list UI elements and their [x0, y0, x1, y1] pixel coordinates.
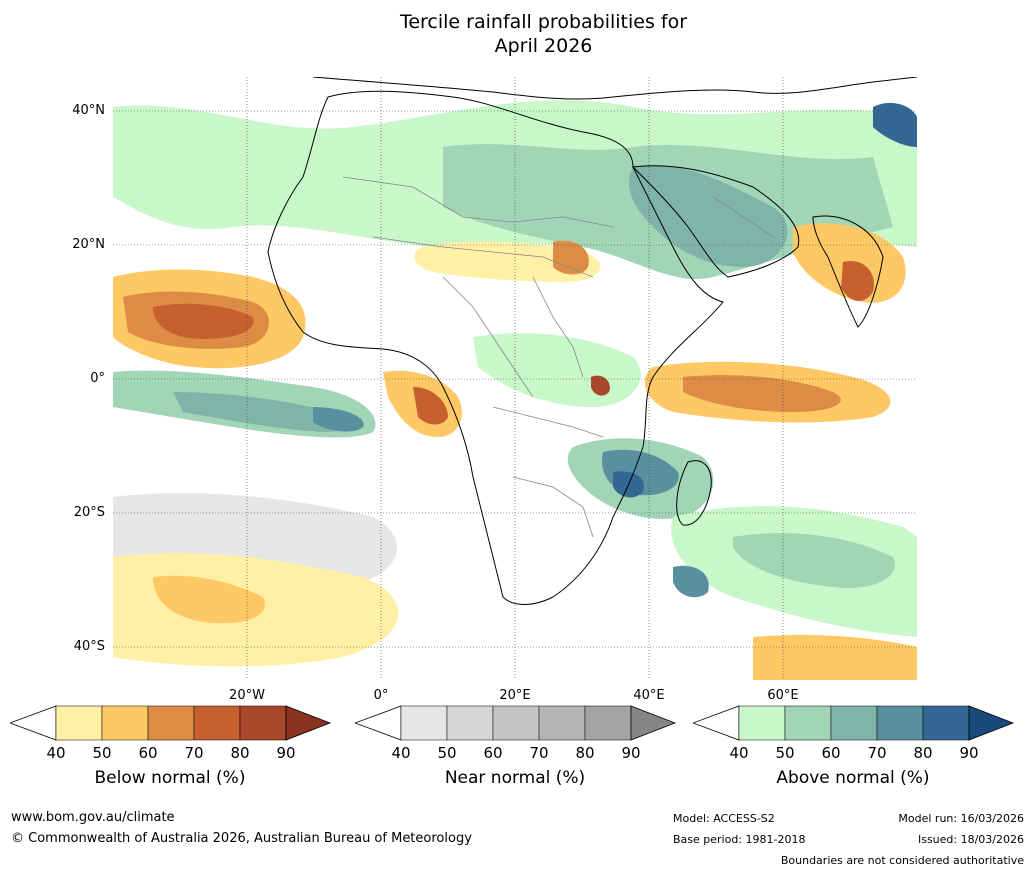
lon-label-60e: 60°E	[767, 688, 799, 703]
swatch-near-40	[400, 705, 448, 741]
lat-label-20s: 20°S	[73, 505, 105, 520]
tick-above-70: 70	[867, 744, 887, 762]
lon-label-0: 0°	[373, 688, 389, 703]
footer-model: Model: ACCESS-S2	[673, 812, 775, 825]
footer-issued: Issued: 18/03/2026	[917, 833, 1024, 846]
tick-above-50: 50	[775, 744, 795, 762]
coastlines	[267, 77, 917, 605]
africa-coastline	[267, 90, 724, 605]
swatch-above-60	[830, 705, 878, 741]
swatch-near-90	[630, 705, 677, 741]
footer-copyright: © Commonwealth of Australia 2026, Austra…	[11, 831, 472, 846]
tick-near-70: 70	[529, 744, 549, 762]
madagascar-coastline	[676, 460, 712, 526]
swatch-above-50	[784, 705, 832, 741]
tick-below-90: 90	[276, 744, 296, 762]
swatch-above-90	[968, 705, 1015, 741]
tick-above-80: 80	[913, 744, 933, 762]
title-line-2: April 2026	[494, 35, 593, 57]
colorbar-below-title: Below normal (%)	[94, 768, 246, 788]
swatch-below-80	[239, 705, 287, 741]
swatch-near-70	[538, 705, 586, 741]
colorbar-near-title: Near normal (%)	[444, 768, 586, 788]
tick-below-80: 80	[230, 744, 250, 762]
colorbar-below-normal	[10, 705, 332, 741]
probability-shading	[113, 100, 917, 680]
swatch-below-60	[147, 705, 195, 741]
swatch-below-50	[101, 705, 149, 741]
colorbar-below-normal-graphic	[10, 705, 332, 741]
map-canvas	[113, 77, 917, 680]
swatch-below-40	[55, 705, 103, 741]
lon-label-40e: 40°E	[633, 688, 665, 703]
india-coastline	[812, 215, 884, 328]
colorbar-near-normal-graphic	[355, 705, 677, 741]
swatch-below-70	[193, 705, 241, 741]
lat-label-40n: 40°N	[72, 103, 105, 118]
footer-model-run: Model run: 16/03/2026	[898, 812, 1024, 825]
lon-label-20w: 20°W	[229, 688, 265, 703]
tick-below-50: 50	[92, 744, 112, 762]
probability-map	[113, 77, 917, 680]
arabia-coastline	[631, 165, 800, 278]
lat-label-40s: 40°S	[73, 639, 105, 654]
europe-coastline	[312, 77, 917, 100]
graticule	[113, 77, 917, 680]
colorbar-near-normal	[355, 705, 677, 741]
tick-above-40: 40	[729, 744, 749, 762]
lon-label-20e: 20°E	[499, 688, 531, 703]
map-title: Tercile rainfall probabilities for April…	[0, 10, 1035, 58]
tick-below-40: 40	[46, 744, 66, 762]
colorbar-above-normal-graphic	[693, 705, 1015, 741]
tick-near-50: 50	[437, 744, 457, 762]
country-borders	[342, 176, 774, 538]
swatch-above-40	[738, 705, 786, 741]
footer-disclaimer: Boundaries are not considered authoritat…	[780, 854, 1024, 867]
swatch-above-70	[876, 705, 924, 741]
tick-near-80: 80	[575, 744, 595, 762]
tick-below-70: 70	[184, 744, 204, 762]
tick-near-90: 90	[621, 744, 641, 762]
swatch-near-80	[584, 705, 632, 741]
footer-base-period: Base period: 1981-2018	[673, 833, 806, 846]
tick-near-60: 60	[483, 744, 503, 762]
swatch-above-80	[922, 705, 970, 741]
lat-label-20n: 20°N	[72, 237, 105, 252]
lat-label-0: 0°	[90, 371, 105, 386]
title-line-1: Tercile rainfall probabilities for	[399, 11, 688, 33]
tick-above-90: 90	[959, 744, 979, 762]
colorbar-above-title: Above normal (%)	[776, 768, 930, 788]
tick-above-60: 60	[821, 744, 841, 762]
swatch-near-50	[446, 705, 494, 741]
swatch-near-60	[492, 705, 540, 741]
tick-near-40: 40	[391, 744, 411, 762]
swatch-below-90	[285, 705, 332, 741]
tick-below-60: 60	[138, 744, 158, 762]
footer-url[interactable]: www.bom.gov.au/climate	[11, 810, 175, 825]
colorbar-above-normal	[693, 705, 1015, 741]
